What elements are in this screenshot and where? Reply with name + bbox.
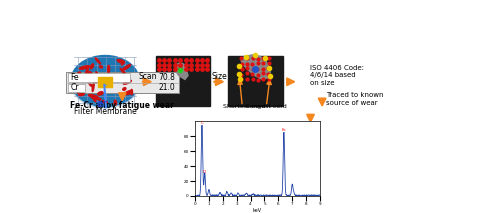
Ellipse shape — [78, 74, 80, 78]
Text: O: O — [203, 170, 206, 174]
Ellipse shape — [70, 56, 140, 108]
Ellipse shape — [88, 95, 98, 98]
Ellipse shape — [123, 88, 126, 90]
X-axis label: keV: keV — [253, 208, 262, 213]
Text: Shortest cord: Shortest cord — [222, 104, 265, 109]
FancyBboxPatch shape — [228, 56, 283, 106]
Text: Fe-Cr alloy fatigue wear: Fe-Cr alloy fatigue wear — [70, 101, 174, 110]
Text: Composition: Composition — [244, 127, 304, 136]
FancyBboxPatch shape — [68, 84, 85, 92]
Ellipse shape — [98, 92, 103, 95]
Text: Traced to known
source of wear: Traced to known source of wear — [326, 92, 384, 106]
Ellipse shape — [102, 76, 110, 78]
FancyBboxPatch shape — [66, 72, 179, 93]
Text: Longest cord: Longest cord — [246, 104, 286, 109]
Ellipse shape — [90, 64, 94, 69]
Ellipse shape — [126, 91, 132, 95]
Ellipse shape — [93, 78, 96, 82]
Ellipse shape — [108, 65, 110, 72]
Ellipse shape — [96, 58, 100, 64]
Ellipse shape — [78, 86, 82, 93]
Ellipse shape — [92, 82, 94, 92]
Ellipse shape — [80, 66, 90, 69]
Ellipse shape — [114, 100, 116, 105]
Polygon shape — [241, 55, 270, 79]
Ellipse shape — [91, 97, 101, 100]
Text: 21.0: 21.0 — [159, 83, 176, 92]
Text: Filter Membrane: Filter Membrane — [74, 107, 136, 116]
Ellipse shape — [93, 78, 97, 83]
Ellipse shape — [104, 81, 109, 87]
Text: e⁻: e⁻ — [96, 99, 108, 109]
Ellipse shape — [102, 100, 108, 103]
Ellipse shape — [96, 72, 99, 78]
Ellipse shape — [84, 68, 88, 77]
Ellipse shape — [131, 89, 132, 95]
Ellipse shape — [124, 80, 132, 84]
Text: 70.8: 70.8 — [159, 73, 176, 82]
Ellipse shape — [88, 71, 92, 75]
Ellipse shape — [117, 59, 124, 63]
Ellipse shape — [94, 96, 100, 100]
FancyBboxPatch shape — [98, 77, 112, 87]
Text: Scan: Scan — [138, 72, 157, 81]
Text: C: C — [200, 121, 203, 125]
Polygon shape — [175, 63, 188, 79]
Text: Size: Size — [212, 72, 228, 81]
Ellipse shape — [76, 72, 80, 78]
Text: Cr: Cr — [70, 83, 79, 92]
Ellipse shape — [89, 83, 92, 87]
Text: ISO 4406 Code:
4/6/14 based
on size: ISO 4406 Code: 4/6/14 based on size — [310, 65, 364, 86]
FancyBboxPatch shape — [156, 56, 210, 106]
Ellipse shape — [92, 96, 96, 102]
FancyBboxPatch shape — [68, 73, 130, 82]
Text: Fe: Fe — [282, 128, 286, 132]
Ellipse shape — [124, 75, 128, 78]
Ellipse shape — [100, 66, 102, 68]
Ellipse shape — [78, 94, 84, 96]
Ellipse shape — [70, 55, 140, 107]
Ellipse shape — [122, 65, 130, 70]
Ellipse shape — [122, 92, 126, 95]
Ellipse shape — [120, 68, 126, 75]
Ellipse shape — [122, 62, 124, 65]
Text: Fe: Fe — [70, 73, 79, 82]
